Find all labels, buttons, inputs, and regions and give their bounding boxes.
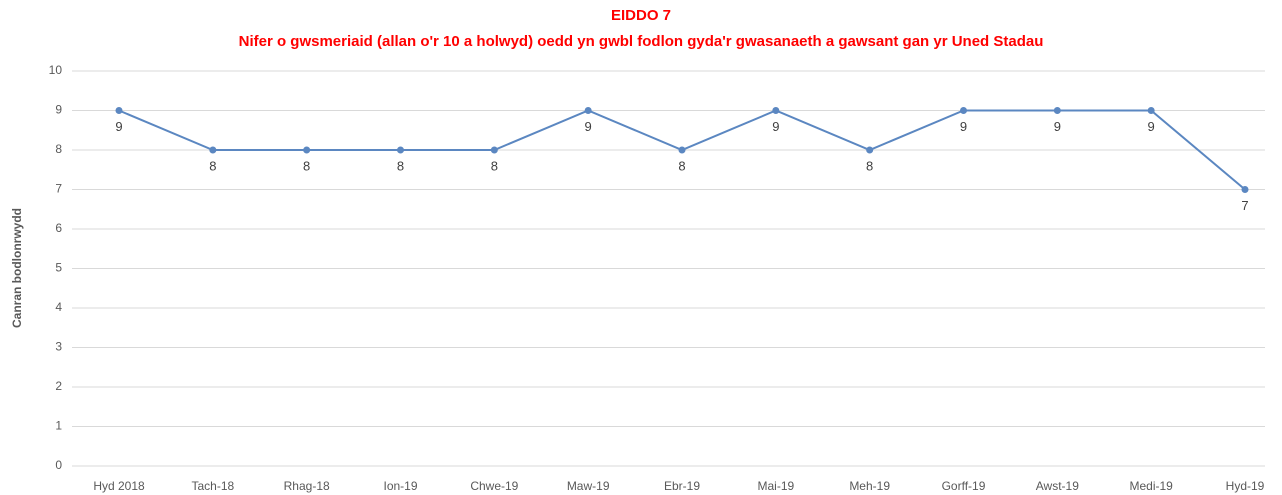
y-tick-label: 10 (49, 63, 63, 77)
data-label: 8 (491, 158, 498, 173)
y-tick-label: 5 (55, 261, 62, 275)
y-tick-label: 4 (55, 300, 62, 314)
y-tick-label: 9 (55, 103, 62, 117)
y-tick-label: 2 (55, 379, 62, 393)
x-tick-label: Tach-18 (191, 479, 234, 493)
x-tick-label: Maw-19 (567, 479, 610, 493)
y-tick-label: 8 (55, 142, 62, 156)
x-tick-label: Ebr-19 (664, 479, 700, 493)
data-label: 9 (585, 119, 592, 134)
y-tick-label: 0 (55, 458, 62, 472)
data-point (397, 146, 404, 154)
data-point (584, 107, 592, 114)
data-point (115, 107, 123, 114)
data-label: 8 (397, 158, 404, 173)
y-tick-label: 7 (55, 182, 62, 196)
data-point (960, 107, 967, 114)
data-point (490, 146, 498, 154)
x-tick-label: Awst-19 (1036, 479, 1079, 493)
x-tick-label: Chwe-19 (470, 479, 518, 493)
data-point (772, 107, 780, 114)
data-label: 9 (1148, 119, 1155, 134)
data-point (209, 146, 217, 154)
x-tick-label: Hyd 2018 (93, 479, 145, 493)
data-point (1053, 107, 1061, 114)
chart-title: EIDDO 7 (611, 7, 671, 24)
x-tick-label: Hyd-19 (1226, 479, 1265, 493)
data-point (678, 146, 686, 154)
y-tick-label: 3 (55, 340, 62, 354)
x-tick-label: Ion-19 (383, 479, 417, 493)
data-label: 8 (209, 158, 216, 173)
data-label: 8 (678, 158, 685, 173)
chart-subtitle: Nifer o gwsmeriaid (allan o'r 10 a holwy… (239, 33, 1044, 50)
data-label: 7 (1241, 198, 1248, 213)
data-label: 8 (303, 158, 310, 173)
data-label: 9 (960, 119, 967, 134)
data-label: 9 (115, 119, 122, 134)
data-point (866, 146, 874, 154)
data-point (1147, 107, 1155, 114)
x-tick-label: Rhag-18 (284, 479, 330, 493)
y-axis-label: Canran bodlonrwydd (10, 208, 24, 328)
x-tick-label: Gorff-19 (942, 479, 986, 493)
data-label: 9 (772, 119, 779, 134)
y-tick-label: 6 (55, 221, 62, 235)
y-tick-label: 1 (55, 419, 62, 433)
x-tick-label: Medi-19 (1129, 479, 1173, 493)
x-tick-label: Meh-19 (849, 479, 890, 493)
data-label: 8 (866, 158, 873, 173)
data-label: 9 (1054, 119, 1061, 134)
x-tick-label: Mai-19 (757, 479, 794, 493)
data-point (1241, 186, 1249, 193)
data-point (303, 146, 311, 154)
